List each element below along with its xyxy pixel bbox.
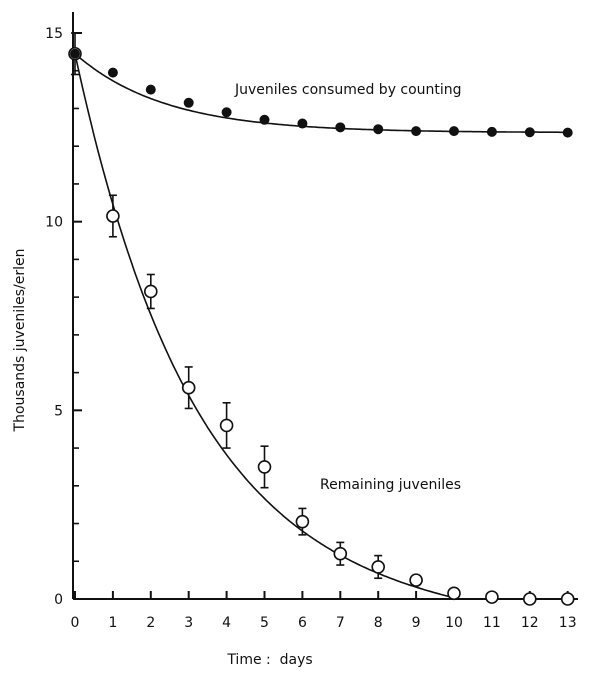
x-tick-label: 1 [108, 615, 117, 631]
filled-circle-marker [524, 127, 535, 138]
x-tick-label: 4 [222, 615, 231, 631]
y-ticks: 0 5 10 15 [45, 26, 82, 608]
y-tick-label: 5 [54, 403, 63, 419]
filled-circle-marker [107, 67, 118, 78]
open-circle-marker [485, 590, 499, 604]
open-circle-marker [371, 560, 386, 574]
annotation-remaining-juveniles: Remaining juveniles [320, 477, 461, 493]
filled-circle-marker [297, 118, 308, 129]
x-axis-title: Time : days [226, 652, 312, 668]
open-circle-marker [447, 586, 461, 601]
y-tick-label: 10 [45, 215, 63, 231]
open-circle-marker [181, 380, 196, 395]
series-line-consumed-by-counting [74, 53, 568, 134]
series-line-remaining-juveniles [74, 53, 473, 600]
open-circle-marker [219, 418, 234, 433]
x-tick-label: 9 [412, 615, 421, 631]
y-tick-label: 0 [54, 592, 63, 608]
open-circle-marker [257, 460, 272, 474]
open-circle-marker [144, 284, 158, 299]
y-axis-title: Thousands juveniles/erlen [12, 249, 28, 433]
x-tick-label: 13 [559, 615, 577, 631]
filled-circle-marker [449, 126, 459, 137]
x-tick-label: 6 [298, 615, 307, 631]
x-tick-label: 3 [184, 615, 193, 631]
open-circle-marker [560, 592, 575, 606]
open-circle-marker [522, 592, 537, 606]
filled-circle-marker [183, 97, 194, 108]
x-tick-label: 2 [146, 615, 155, 631]
filled-circle-marker [562, 127, 573, 138]
filled-circle-marker [486, 126, 497, 137]
filled-circle-marker [221, 107, 232, 118]
filled-circle-marker [373, 124, 384, 135]
filled-circle-marker [145, 84, 156, 95]
x-tick-label: 7 [336, 615, 345, 631]
x-tick-label: 0 [71, 615, 80, 631]
y-tick-label: 15 [45, 26, 63, 42]
filled-circle-marker [335, 122, 346, 133]
filled-circle-marker [259, 114, 270, 125]
x-tick-label: 12 [521, 615, 539, 631]
open-circle-marker [106, 209, 120, 223]
x-tick-label: 10 [445, 615, 463, 631]
filled-circle-marker [70, 48, 80, 59]
fitted-curves [74, 53, 568, 600]
open-circle-marker [409, 573, 423, 587]
data-markers [68, 46, 575, 606]
annotation-consumed-by-counting: Juveniles consumed by counting [234, 82, 462, 98]
open-circle-marker [333, 546, 348, 561]
filled-circle-marker [411, 126, 422, 137]
x-ticks: 0 1 2 3 4 5 6 7 8 9 10 11 12 13 [71, 591, 577, 631]
x-tick-label: 5 [260, 615, 269, 631]
x-tick-label: 8 [374, 615, 383, 631]
open-circle-marker [295, 514, 310, 529]
x-tick-label: 11 [483, 615, 501, 631]
